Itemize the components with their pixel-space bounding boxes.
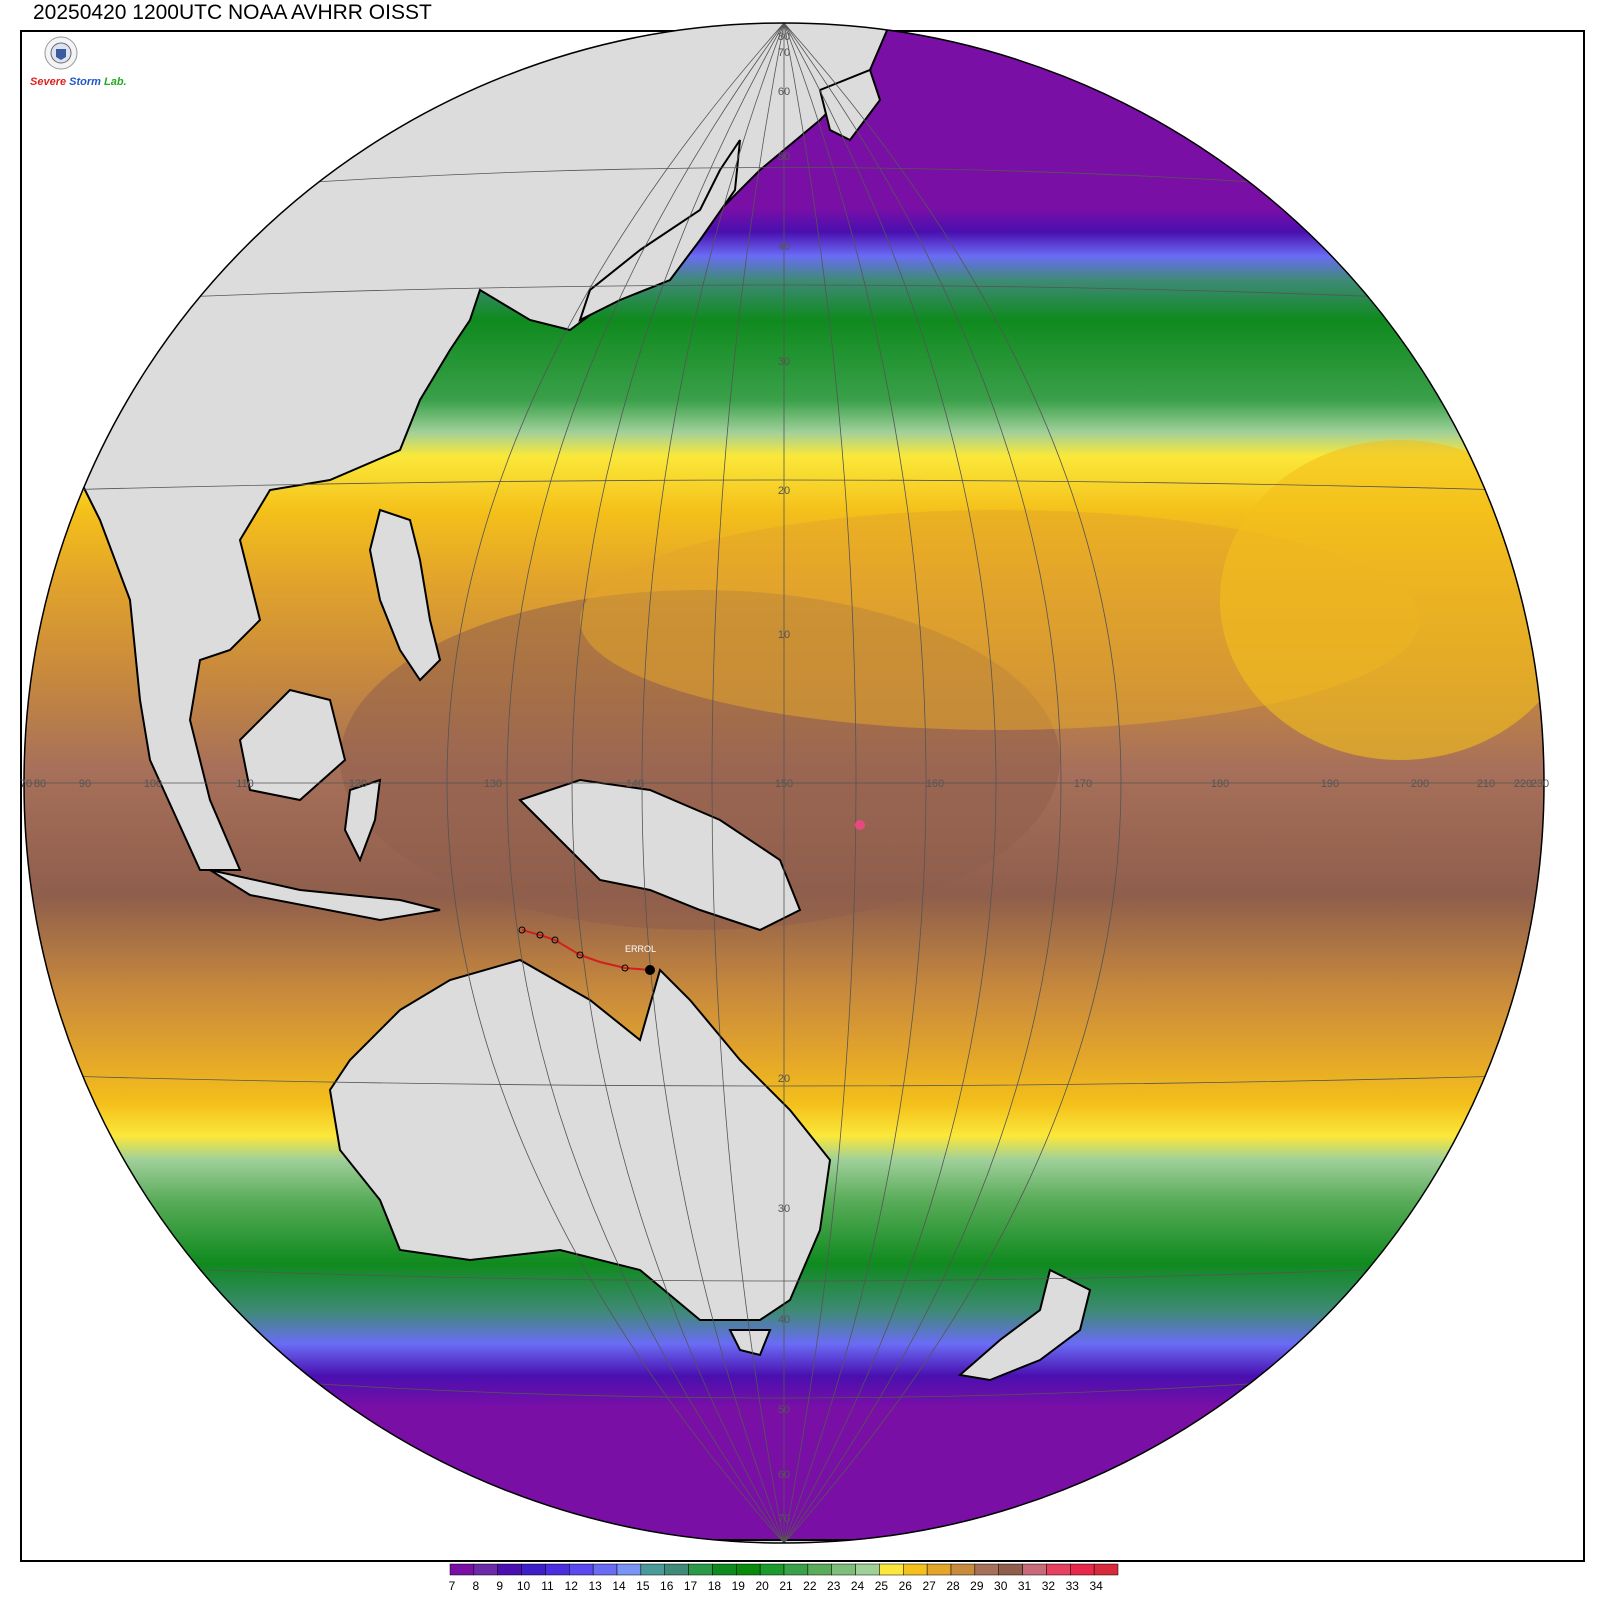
colorbar-label: 18 [707,1579,722,1593]
colorbar-label: 24 [850,1579,865,1593]
new-guinea-land [518,778,802,932]
storm-track [518,820,865,975]
colorbar-label: 14 [612,1579,626,1593]
lon-label: 190 [1321,778,1339,790]
lon-label: 220 [1514,778,1532,790]
lat-labels: 80 70 60 50 40 30 20 10 20 30 40 50 60 7… [778,31,790,1525]
lat-label: 30 [778,1203,790,1215]
lat-label: 20 [778,485,790,497]
lon-label: 120 [349,778,367,790]
lon-label: 180 [1211,778,1229,790]
logo-text-part: Storm [69,76,101,88]
lat-label: 70 [778,1513,790,1525]
colorbar-label: 15 [636,1579,650,1593]
lat-label: 50 [778,151,790,163]
colorbar-label: 23 [827,1579,841,1593]
colorbar-label: 10 [516,1579,531,1593]
colorbar-label: 31 [1017,1579,1032,1593]
globe-outline [23,22,1545,1544]
colorbar-label: 13 [588,1579,602,1593]
lab-logo [44,36,78,70]
colorbar-label: 17 [683,1579,698,1593]
tasmania-land [728,1329,772,1357]
colorbar-label: 16 [660,1579,674,1593]
logo-text: Severe Storm Lab. [30,76,127,88]
lon-label: 230 [1531,778,1549,790]
lat-label: 40 [778,1314,790,1326]
lat-label: 20 [778,1073,790,1085]
lon-label: 150 [775,778,793,790]
lat-label: 50 [778,1404,790,1416]
colorbar-label: 12 [564,1579,578,1593]
lat-label: 60 [778,1469,790,1481]
lon-label: 200 [1411,778,1429,790]
colorbar-label: 11 [541,1579,554,1593]
australia-land [328,958,832,1321]
colorbar-label: 30 [994,1579,1008,1593]
lon-label: 110 [236,778,254,790]
java-land [209,869,441,922]
lon-label: 100 [144,778,162,790]
logo-text-part: Severe [30,76,67,88]
borneo-land [238,688,347,802]
philippines-land [368,508,442,682]
lon-label: 210 [1477,778,1495,790]
colorbar-label: 19 [731,1579,745,1593]
colorbar-label: 33 [1065,1579,1079,1593]
lon-label: 130 [484,778,502,790]
lat-label: 80 [778,31,790,43]
colorbar-label: 21 [779,1579,793,1593]
lon-label: 160 [926,778,944,790]
lat-label: 30 [778,356,790,368]
colorbar-label: 20 [755,1579,769,1593]
north-equatorial-band [580,510,1420,730]
lon-label: 80 [34,778,46,790]
colorbar-label: 28 [946,1579,960,1593]
lon-labels: 70 80 90 100 110 120 130 140 150 160 170… [20,778,1549,790]
map-title: 20250420 1200UTC NOAA AVHRR OISST [33,1,432,24]
storm-label: ERROL [625,944,656,954]
lat-label: 10 [778,629,790,641]
japan-land [578,139,741,322]
colorbar-label: 25 [874,1579,889,1593]
lat-label: 40 [778,241,790,253]
lat-label: 60 [778,86,790,98]
sulawesi-land [343,778,382,863]
colorbar-label: 27 [922,1579,936,1593]
lon-label: 70 [20,778,32,790]
graticule [24,23,1544,1543]
colorbar-label: 32 [1041,1579,1056,1593]
lon-label: 170 [1074,778,1092,790]
new-zealand-land [957,1268,1092,1382]
colorbar-label: 34 [1089,1579,1103,1593]
colorbar-label: 29 [970,1579,984,1593]
lon-label: 90 [79,778,91,790]
logo-text-part: Lab. [104,76,127,88]
colorbar-label: 7 [448,1579,456,1593]
east-pacific-band [1220,440,1544,760]
colorbar-label: 22 [803,1579,817,1593]
colorbar-label: 26 [898,1579,912,1593]
colorbar-label: 8 [472,1579,480,1593]
lat-label: 70 [778,47,790,59]
lon-label: 140 [626,778,644,790]
colorbar-label: 9 [496,1579,504,1593]
